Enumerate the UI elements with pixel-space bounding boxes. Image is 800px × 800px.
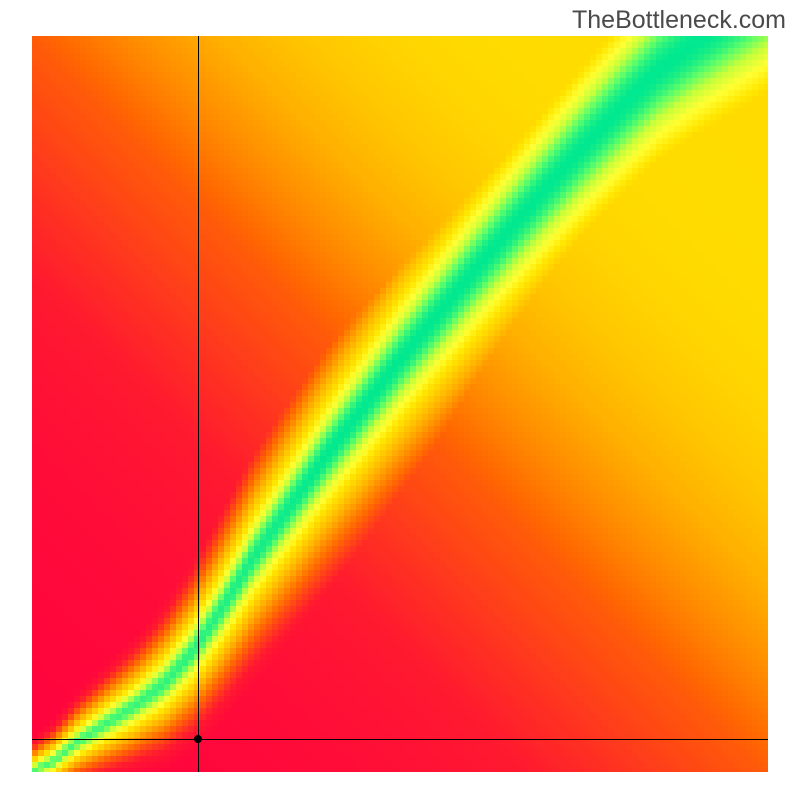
heatmap-canvas — [32, 36, 768, 772]
heatmap-plot — [32, 36, 768, 772]
crosshair-horizontal — [32, 739, 768, 740]
crosshair-dot — [194, 735, 202, 743]
root: TheBottleneck.com — [0, 0, 800, 800]
watermark-text: TheBottleneck.com — [572, 6, 786, 35]
crosshair-vertical — [198, 36, 199, 772]
